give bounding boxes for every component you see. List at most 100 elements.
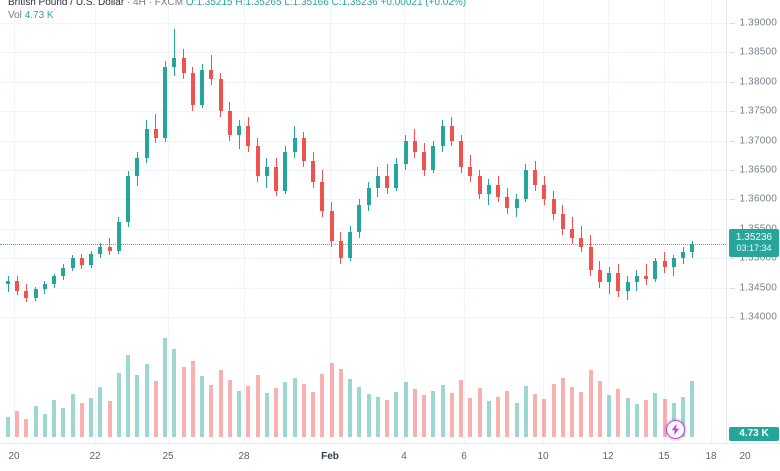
- time-axis[interactable]: 20222528Feb4610121518202426: [0, 443, 780, 471]
- time-tick-label: 12: [602, 451, 614, 462]
- volume-bar: [625, 397, 630, 437]
- price-tick-label: 1.39000: [739, 17, 777, 29]
- price-tick: [730, 111, 735, 113]
- candle-body: [542, 184, 547, 200]
- volume-bar: [505, 390, 510, 437]
- candle-body: [607, 273, 612, 282]
- price-axis[interactable]: 1.39000 1.38500 1.38000 1.37500 1.37000 1.365…: [726, 0, 780, 443]
- price-tick: [730, 287, 735, 289]
- candle-body: [690, 244, 695, 253]
- lightning-bolt-icon[interactable]: [665, 420, 685, 439]
- volume-bar: [126, 354, 131, 437]
- volume-bar: [274, 388, 279, 437]
- candle-body: [126, 175, 131, 222]
- candle-body: [255, 146, 260, 176]
- volume-bar: [70, 394, 75, 437]
- volume-bar: [634, 403, 639, 437]
- volume-bar: [431, 390, 436, 437]
- price-tick: [730, 22, 735, 24]
- price-tick: [730, 140, 735, 142]
- candle-body: [644, 276, 649, 279]
- gridline-h: [0, 199, 726, 201]
- candle-body: [181, 58, 186, 73]
- price-tick-label: 1.34000: [739, 311, 777, 323]
- time-tick-label: Feb: [321, 451, 339, 462]
- candle-body: [523, 170, 528, 200]
- candle-body: [662, 261, 667, 268]
- volume-bar: [440, 384, 445, 437]
- volume-bar: [320, 373, 325, 437]
- candle-body: [135, 158, 140, 176]
- price-tick-label: 1.34500: [739, 282, 777, 294]
- candle-body: [6, 280, 10, 285]
- volume-bar: [459, 379, 464, 437]
- volume-legend: Vol 4.73 K: [8, 10, 54, 22]
- legend-symbol[interactable]: British Pound / U.S. Dollar: [8, 0, 125, 8]
- candle-body: [375, 175, 380, 188]
- candle-body: [514, 199, 519, 209]
- volume-bar: [514, 402, 519, 437]
- volume-bar: [394, 391, 399, 437]
- price-tick: [730, 170, 735, 171]
- candle-body: [70, 258, 75, 268]
- volume-bar: [422, 395, 427, 437]
- volume-bar: [449, 393, 454, 437]
- price-tick-label: 1.35000: [739, 252, 777, 264]
- gridline-v: [244, 0, 245, 443]
- gridline-h: [0, 111, 726, 113]
- gridline-h: [0, 140, 726, 142]
- volume-bar: [98, 387, 103, 437]
- candle-body: [311, 161, 316, 182]
- time-tick-label: 20: [739, 451, 751, 462]
- candle-body: [264, 167, 269, 176]
- candle-body: [551, 199, 556, 215]
- volume-bar: [61, 408, 66, 437]
- gridline-v: [404, 0, 405, 443]
- time-tick-label: 6: [461, 451, 467, 462]
- volume-bar: [496, 396, 501, 437]
- candle-body: [33, 288, 38, 298]
- volume-bar: [246, 385, 251, 437]
- candle-body: [98, 246, 103, 254]
- volume-bar: [542, 398, 547, 437]
- gridline-h: [0, 170, 726, 171]
- candle-body: [301, 137, 306, 162]
- volume-bar: [15, 410, 20, 437]
- time-tick-label: 28: [238, 451, 250, 462]
- candle-body: [61, 267, 66, 277]
- volume-bar: [6, 416, 10, 437]
- candle-body: [588, 246, 593, 271]
- gridline-h: [0, 52, 726, 54]
- candle-body: [42, 284, 47, 289]
- plot-area[interactable]: British Pound / U.S. Dollar · 4H · FXCM …: [0, 0, 726, 443]
- volume-bar: [690, 380, 695, 437]
- legend-interval[interactable]: 4H: [133, 0, 146, 8]
- candle-body: [116, 221, 121, 252]
- volume-bar: [107, 401, 112, 437]
- legend-ohlc: O:1.35215 H:1.35265 L:1.35166 C:1.35236: [185, 0, 378, 8]
- volume-bar: [338, 369, 343, 437]
- candle-body: [616, 273, 621, 291]
- volume-bar: [135, 375, 140, 437]
- volume-bar: [218, 370, 223, 437]
- volume-bar: [533, 394, 538, 437]
- time-tick-label: 4: [401, 451, 407, 462]
- volume-bar: [570, 387, 575, 437]
- volume-bar: [681, 396, 686, 437]
- candle-wick: [238, 119, 240, 150]
- candle-body: [459, 140, 464, 168]
- current-price-value: 1.35236: [735, 232, 773, 244]
- time-tick-label: 10: [537, 451, 549, 462]
- gridline-v: [464, 0, 465, 443]
- volume-bar: [24, 419, 29, 437]
- volume-bar: [190, 360, 195, 437]
- gridline-v: [711, 0, 712, 443]
- volume-bar: [33, 406, 38, 437]
- candle-body: [209, 69, 214, 79]
- volume-bar: [292, 377, 297, 437]
- volume-bar: [616, 389, 621, 437]
- gridline-v: [95, 0, 96, 443]
- candle-body: [671, 258, 676, 268]
- candle-body: [163, 66, 168, 138]
- candle-body: [625, 281, 630, 291]
